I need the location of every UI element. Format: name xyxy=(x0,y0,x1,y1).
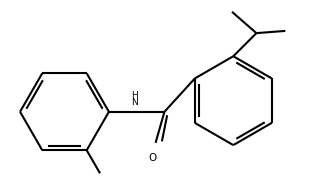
Text: N: N xyxy=(131,98,138,107)
Text: O: O xyxy=(148,153,156,163)
Text: H: H xyxy=(131,91,138,100)
